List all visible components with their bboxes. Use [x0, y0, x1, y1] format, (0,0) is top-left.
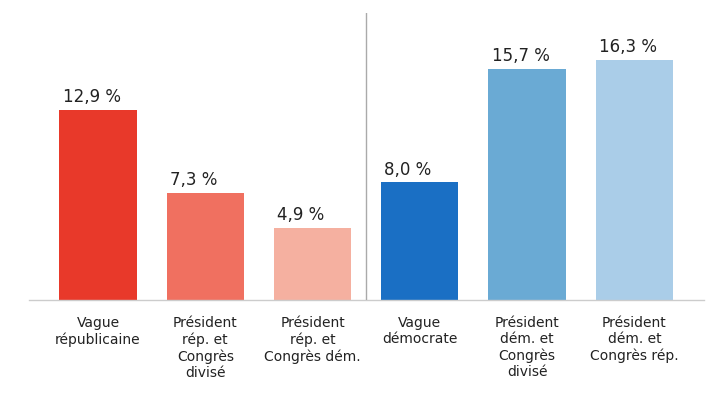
- Text: 15,7 %: 15,7 %: [492, 47, 549, 65]
- Text: 12,9 %: 12,9 %: [62, 88, 121, 106]
- Bar: [60, 110, 136, 300]
- Text: 8,0 %: 8,0 %: [384, 161, 432, 178]
- Text: 4,9 %: 4,9 %: [277, 206, 325, 224]
- Text: 16,3 %: 16,3 %: [599, 38, 657, 56]
- Bar: [167, 193, 244, 300]
- Bar: [596, 60, 673, 300]
- Bar: [381, 182, 458, 300]
- Bar: [488, 68, 566, 300]
- Bar: [274, 228, 351, 300]
- Text: 7,3 %: 7,3 %: [170, 171, 218, 189]
